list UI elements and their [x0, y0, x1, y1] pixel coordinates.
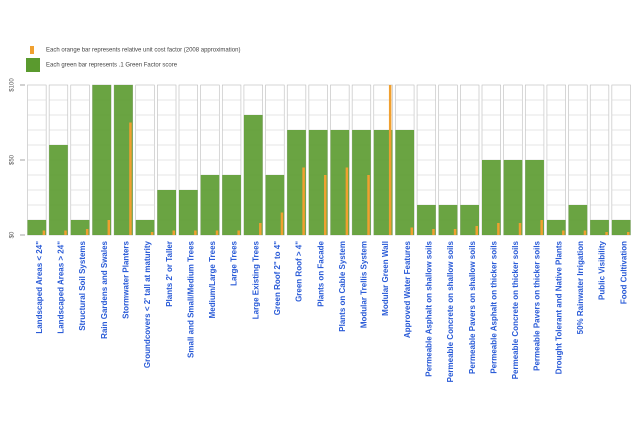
category-label: Permeable Pavers on shallow soils — [468, 240, 477, 374]
chart: Each orange bar represents relative unit… — [0, 0, 641, 422]
green-bar — [179, 190, 198, 235]
green-bar — [92, 85, 111, 235]
orange-bar — [194, 231, 197, 236]
category-label: 50% Rainwater Irrigation — [576, 241, 585, 334]
orange-bar — [497, 223, 500, 235]
category-label: Permeable Asphalt on shallow soils — [425, 240, 434, 376]
legend-swatch-green — [26, 58, 40, 72]
orange-bar — [281, 213, 284, 236]
category-label: Plants on Facade — [316, 240, 325, 306]
legend-swatch-orange — [30, 46, 34, 54]
green-bar — [49, 145, 68, 235]
category-label: Stormwater Planters — [122, 240, 131, 318]
category-label: Landscaped Areas < 24" — [35, 241, 44, 334]
orange-bar — [237, 231, 240, 236]
orange-bar — [627, 232, 630, 235]
category-label: Permeable Concrete on shallow soils — [446, 240, 455, 382]
category-label: Large Trees — [230, 240, 239, 285]
orange-bar — [476, 226, 479, 235]
category-label: Approved Water Features — [403, 240, 412, 338]
category-label: Large Existing Trees — [251, 240, 260, 319]
orange-bar — [367, 175, 370, 235]
orange-bar — [540, 220, 543, 235]
category-label: Medium/Large Trees — [208, 240, 217, 318]
orange-bar — [584, 231, 587, 236]
category-label: Small and Small/Medium Trees — [186, 240, 195, 357]
orange-bar — [259, 223, 262, 235]
orange-bar — [562, 231, 565, 236]
orange-bar — [108, 220, 111, 235]
y-tick-label: $100 — [10, 78, 16, 92]
orange-bar — [454, 229, 457, 235]
legend-text: Each green bar represents .1 Green Facto… — [46, 63, 178, 69]
category-label: Plants 2' or Taller — [165, 241, 174, 307]
orange-bar — [86, 229, 89, 235]
category-label: Permeable Concrete on thicker soils — [511, 240, 520, 379]
orange-bar — [43, 231, 46, 236]
legend-text: Each orange bar represents relative unit… — [46, 48, 240, 54]
category-label: Landscaped Areas > 24" — [57, 241, 66, 334]
category-label: Modular Trellis System — [360, 241, 369, 328]
orange-bar — [411, 228, 414, 236]
category-label: Modular Green Wall — [381, 241, 390, 316]
y-tick-label: $50 — [10, 154, 16, 165]
orange-bar — [151, 232, 154, 235]
orange-bar — [302, 168, 305, 236]
category-label: Structural Soil Systems — [78, 240, 87, 330]
orange-bar — [64, 231, 67, 236]
green-bar — [201, 175, 220, 235]
orange-bar — [216, 231, 219, 236]
orange-bar — [129, 123, 132, 236]
orange-bar — [324, 175, 327, 235]
category-label: Permeable Pavers on thicker soils — [533, 240, 542, 370]
orange-bar — [173, 231, 176, 236]
category-label: Green Roof > 4" — [295, 241, 304, 302]
category-label: Plants on Cable System — [338, 241, 347, 332]
orange-bar — [605, 232, 608, 235]
category-label: Groundcovers < 2' tall at maturity — [143, 240, 152, 368]
green-bar — [222, 175, 241, 235]
orange-bar — [519, 223, 522, 235]
orange-bar — [432, 229, 435, 235]
category-label: Food Cultivation — [619, 241, 628, 304]
category-label: Drought Tolerant and Native Plants — [554, 240, 563, 374]
green-bar — [244, 115, 263, 235]
category-label: Rain Gardens and Swales — [100, 240, 109, 338]
category-label: Green Roof 2" to 4" — [273, 241, 282, 315]
category-label: Public Visibility — [598, 240, 607, 300]
orange-bar — [346, 168, 349, 236]
green-bar — [395, 130, 414, 235]
category-label: Permeable Asphalt on thicker soils — [489, 240, 498, 373]
green-bar — [157, 190, 176, 235]
y-tick-label: $0 — [10, 231, 16, 238]
orange-bar — [389, 85, 392, 235]
